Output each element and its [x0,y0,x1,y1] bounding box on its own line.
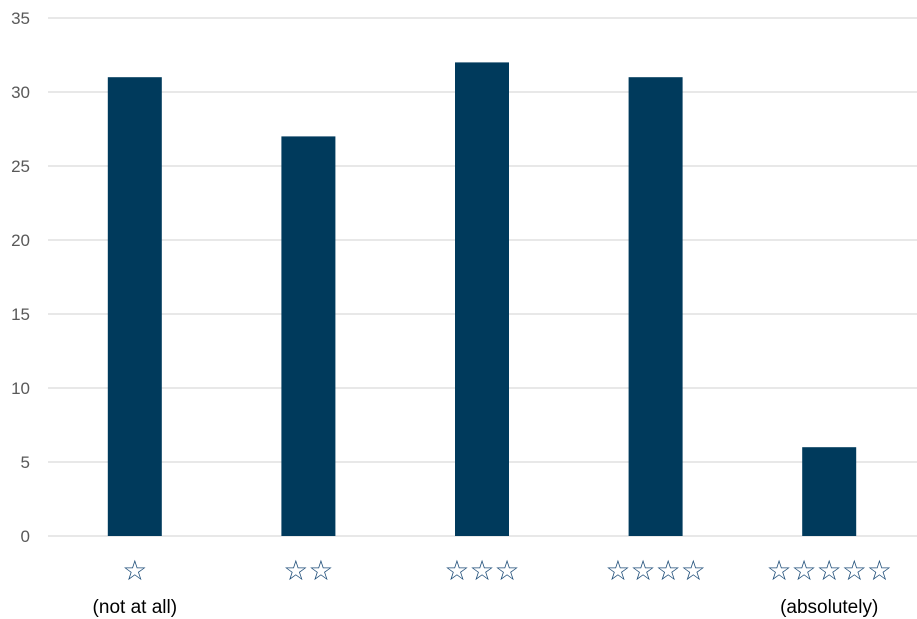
x-category-label: ☆☆☆☆☆ [766,554,892,587]
bars [107,62,857,537]
y-tick-label: 0 [21,527,30,546]
bar-1 [107,77,162,536]
y-tick-label: 30 [11,83,30,102]
y-axis-tick-labels: 0 5 10 15 20 25 30 35 [11,9,30,546]
x-category-sublabel: (not at all) [93,597,177,618]
bar-3 [455,62,509,537]
bar-2 [281,136,336,536]
x-category-label: ☆ [122,554,147,587]
x-axis-category-labels: ☆ ☆☆ ☆☆☆ ☆☆☆☆ ☆☆☆☆☆ [122,554,892,587]
y-tick-label: 10 [11,379,30,398]
x-category-label: ☆☆☆☆ [605,554,705,587]
x-category-sublabel: (absolutely) [780,597,878,618]
y-tick-label: 20 [11,231,30,250]
bar-5 [802,447,857,536]
x-axis-sublabels: (not at all) (absolutely) [93,597,879,618]
y-tick-label: 5 [21,453,30,472]
y-tick-label: 15 [11,305,30,324]
y-tick-label: 25 [11,157,30,176]
x-category-label: ☆☆ [283,554,333,587]
y-tick-label: 35 [11,9,30,28]
bar-4 [628,77,683,536]
x-category-label: ☆☆☆ [444,554,519,587]
